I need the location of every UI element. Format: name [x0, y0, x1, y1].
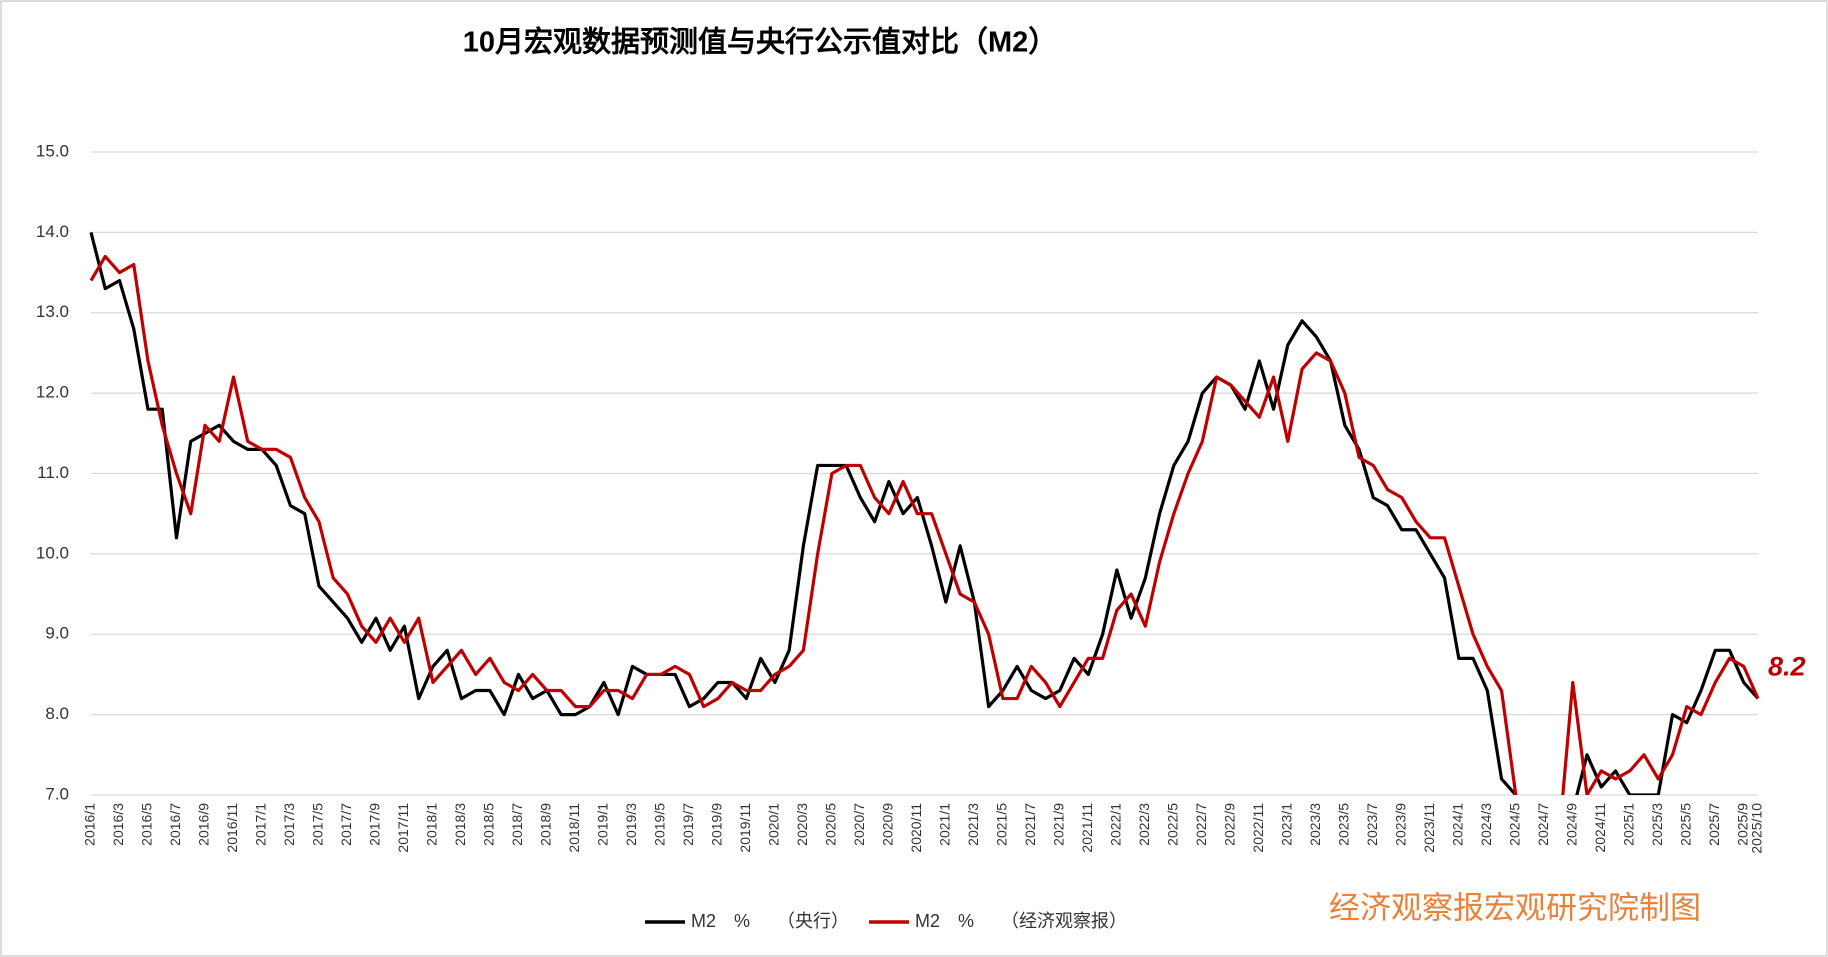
x-tick-label: 2025/5 — [1677, 803, 1693, 846]
x-tick-label: 2025/1 — [1620, 803, 1636, 846]
x-tick-label: 2016/9 — [196, 803, 212, 846]
x-tick-label: 2017/1 — [253, 803, 269, 846]
x-tick-label: 2021/7 — [1022, 803, 1038, 846]
x-tick-label: 2016/11 — [224, 803, 240, 853]
x-tick-label: 2021/11 — [1079, 803, 1095, 853]
x-tick-label: 2022/7 — [1193, 803, 1209, 846]
x-tick-label: 2023/9 — [1393, 803, 1409, 846]
x-tick-label: 2018/11 — [566, 803, 582, 853]
plot-lines — [89, 231, 1760, 795]
x-tick-label: 2025/9 — [1734, 803, 1750, 846]
x-tick-label: 2016/1 — [82, 803, 98, 846]
x-tick-label: 2016/7 — [167, 803, 183, 846]
x-tick-label: 2019/11 — [737, 803, 753, 853]
x-tick-label: 2024/11 — [1592, 803, 1608, 853]
x-tick-label: 2022/3 — [1136, 803, 1152, 846]
x-tick-label: 2020/9 — [880, 803, 896, 846]
x-tick-label: 2023/7 — [1364, 803, 1380, 846]
x-tick-label: 2018/1 — [424, 803, 440, 846]
x-tick-label: 2020/1 — [766, 803, 782, 846]
x-tick-label: 2024/7 — [1535, 803, 1551, 846]
x-tick-label: 2020/11 — [908, 803, 924, 853]
x-tick-label: 2017/9 — [367, 803, 383, 846]
y-tick-label: 13.0 — [36, 302, 69, 321]
x-tick-label: 2021/1 — [937, 803, 953, 846]
x-tick-label: 2019/5 — [652, 803, 668, 846]
x-tick-label: 2020/7 — [851, 803, 867, 846]
x-tick-label: 2017/5 — [310, 803, 326, 846]
y-tick-label: 12.0 — [36, 383, 69, 402]
x-tick-label: 2024/3 — [1478, 803, 1494, 846]
x-tick-label: 2023/1 — [1279, 803, 1295, 846]
x-tick-label: 2022/11 — [1250, 803, 1266, 853]
x-tick-label: 2018/7 — [509, 803, 525, 846]
x-tick-label: 2017/11 — [395, 803, 411, 853]
x-tick-label: 2020/3 — [794, 803, 810, 846]
x-tick-label: 2022/9 — [1222, 803, 1238, 846]
legend-label: M2 % （经济观察报） — [915, 911, 1127, 931]
x-tick-label: 2021/5 — [994, 803, 1010, 846]
y-tick-label: 10.0 — [36, 543, 69, 562]
x-tick-label: 2025/7 — [1706, 803, 1722, 846]
x-tick-label: 2021/3 — [965, 803, 981, 846]
y-tick-label: 9.0 — [45, 624, 69, 643]
x-tick-label: 2023/5 — [1336, 803, 1352, 846]
x-tick-label: 2019/7 — [680, 803, 696, 846]
y-tick-label: 7.0 — [45, 784, 69, 803]
credit: 经济观察报宏观研究院制图 — [1329, 891, 1701, 927]
x-tick-label: 2019/1 — [595, 803, 611, 846]
y-tick-label: 8.0 — [45, 704, 69, 723]
chart-title: 10月宏观数据预测值与央行公示值对比（M2） — [463, 25, 1058, 59]
x-tick-label: 2017/3 — [281, 803, 297, 846]
x-tick-label: 2024/9 — [1563, 803, 1579, 846]
x-tick-label: 2024/1 — [1449, 803, 1465, 846]
x-tick-label: 2023/3 — [1307, 803, 1323, 846]
x-tick-label: 2016/5 — [139, 803, 155, 846]
end-value-label: 8.2 — [1768, 652, 1806, 682]
x-tick-label: 2025/3 — [1649, 803, 1665, 846]
y-tick-label: 14.0 — [36, 222, 69, 241]
series-line — [89, 254, 1760, 795]
x-tick-label: 2018/3 — [452, 803, 468, 846]
x-tick-label: 2023/11 — [1421, 803, 1437, 853]
x-tick-label: 2018/9 — [538, 803, 554, 846]
series-line — [89, 231, 1760, 795]
x-tick-label: 2022/1 — [1108, 803, 1124, 846]
x-tick-label: 2017/7 — [338, 803, 354, 846]
x-tick-label: 2020/5 — [823, 803, 839, 846]
x-tick-label: 2019/9 — [709, 803, 725, 846]
x-tick-label: 2018/5 — [481, 803, 497, 846]
x-tick-label: 2021/9 — [1051, 803, 1067, 846]
x-tick-label: 2016/3 — [110, 803, 126, 846]
y-tick-label: 11.0 — [37, 463, 69, 482]
x-tick-label: 2024/5 — [1506, 803, 1522, 846]
x-tick-label: 2019/3 — [623, 803, 639, 846]
x-tick-label: 2025/10 — [1749, 803, 1765, 854]
legend-label: M2 % （央行） — [691, 911, 849, 931]
y-tick-label: 15.0 — [36, 141, 69, 160]
x-tick-label: 2022/5 — [1165, 803, 1181, 846]
